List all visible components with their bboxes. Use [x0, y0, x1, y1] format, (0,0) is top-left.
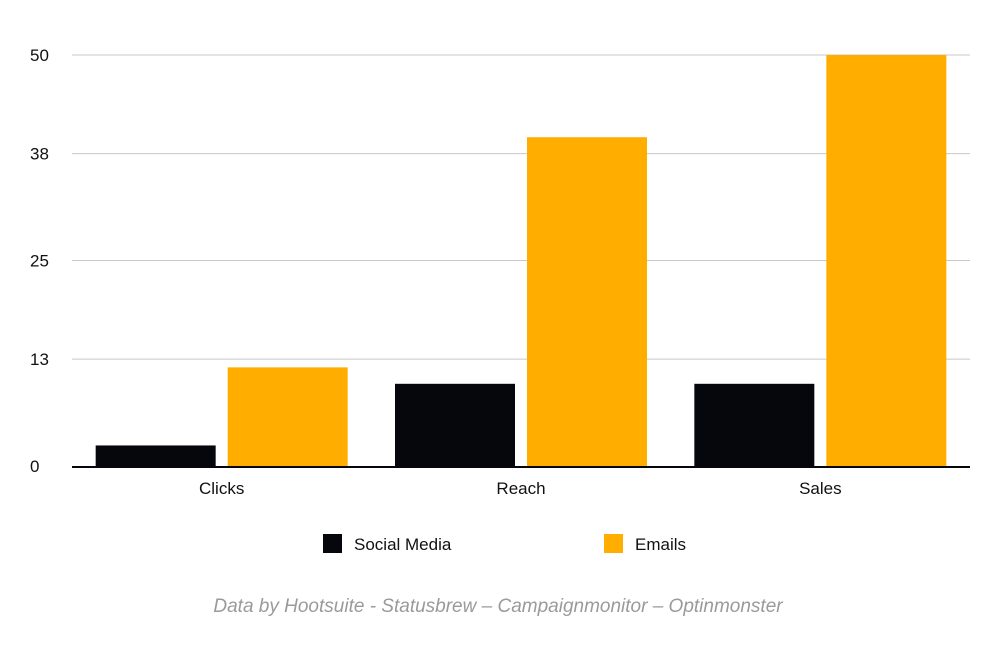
x-axis-categories: Clicks Reach Sales	[199, 479, 842, 498]
y-tick-label: 25	[30, 252, 49, 271]
gridlines	[72, 54, 970, 360]
bar-social-media-clicks	[95, 445, 216, 466]
legend-swatch	[323, 534, 342, 553]
x-category-label: Sales	[799, 479, 842, 498]
y-tick-label: 0	[30, 457, 39, 476]
legend-label: Social Media	[354, 535, 452, 554]
bar-social-media-reach	[395, 383, 515, 466]
bar-emails-clicks	[227, 367, 348, 466]
bars	[95, 55, 947, 466]
bar-social-media-sales	[694, 383, 815, 466]
legend-swatch	[604, 534, 623, 553]
source-note: Data by Hootsuite - Statusbrew – Campaig…	[213, 596, 783, 617]
x-category-label: Clicks	[199, 479, 244, 498]
y-tick-label: 13	[30, 350, 49, 369]
y-tick-label: 50	[30, 46, 49, 65]
bar-emails-reach	[527, 137, 647, 466]
legend: Social Media Emails	[323, 534, 686, 554]
y-tick-label: 38	[30, 145, 49, 164]
y-axis-ticks: 0 13 25 38 50	[30, 46, 49, 476]
bar-emails-sales	[826, 55, 947, 466]
x-category-label: Reach	[496, 479, 545, 498]
legend-label: Emails	[635, 535, 686, 554]
